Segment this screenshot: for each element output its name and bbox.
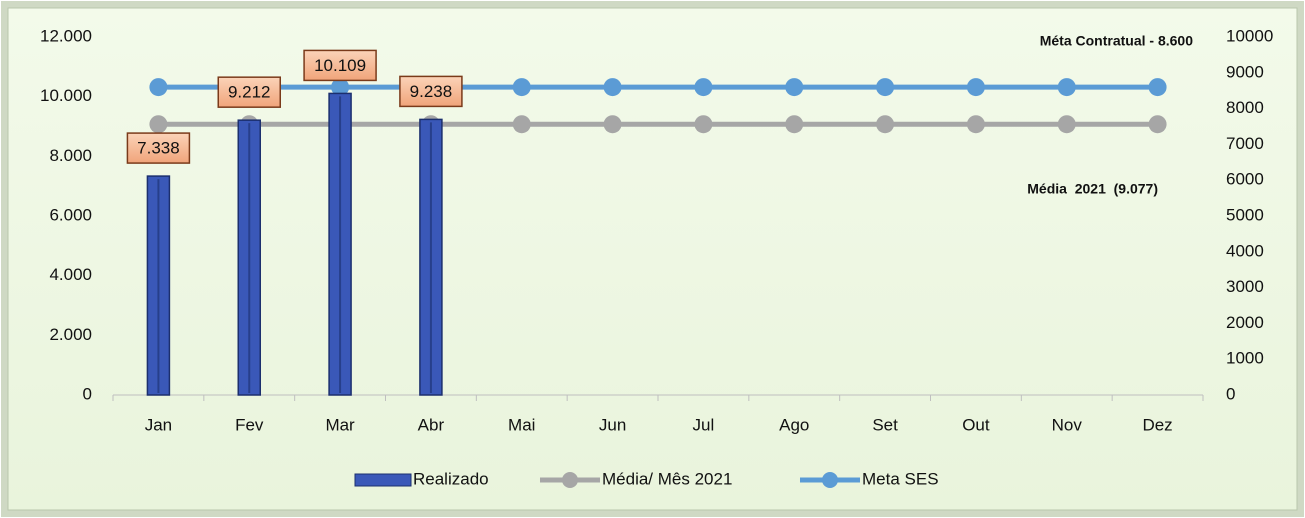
y-tick-label: 2.000: [49, 325, 92, 344]
y-tick-label: 0: [83, 384, 92, 403]
x-tick-label: Abr: [418, 415, 445, 434]
x-tick-label: Jan: [145, 415, 172, 434]
y2-tick-label: 6000: [1226, 170, 1264, 189]
x-tick-label: Out: [962, 415, 990, 434]
x-tick-label: Set: [872, 415, 898, 434]
y-tick-label: 8.000: [49, 146, 92, 165]
line-point: [876, 78, 895, 97]
line-point: [1148, 115, 1167, 134]
line-point: [785, 115, 804, 134]
line-point: [1057, 115, 1076, 134]
y2-tick-label: 1000: [1226, 349, 1264, 368]
y2-tick-label: 10000: [1226, 26, 1273, 45]
y-tick-label: 12.000: [40, 26, 92, 45]
chart-area: [7, 7, 1298, 511]
x-tick-label: Jun: [599, 415, 626, 434]
value-label: 7.338: [137, 139, 180, 158]
value-label: 10.109: [314, 56, 366, 75]
line-point: [785, 78, 804, 97]
legend-label: Meta SES: [862, 469, 939, 488]
value-label-box: [217, 76, 281, 108]
y2-tick-label: 8000: [1226, 98, 1264, 117]
line-point: [1057, 78, 1076, 97]
y2-tick-label: 3000: [1226, 277, 1264, 296]
x-tick-label: Mai: [508, 415, 535, 434]
legend-swatch-point: [562, 472, 578, 488]
line-point: [1148, 78, 1167, 97]
line-point: [512, 115, 531, 134]
line-point: [149, 78, 168, 97]
legend-swatch: [354, 473, 412, 487]
x-tick-label: Nov: [1052, 415, 1083, 434]
value-label-box: [126, 132, 191, 164]
y2-tick-label: 5000: [1226, 205, 1264, 224]
y-tick-label: 4.000: [49, 265, 92, 284]
annotation: Média 2021 (9.077): [1027, 181, 1158, 197]
y2-tick-label: 4000: [1226, 241, 1264, 260]
line-point: [876, 115, 895, 134]
legend-swatch-point: [822, 472, 838, 488]
line-point: [603, 78, 622, 97]
line-point: [966, 115, 985, 134]
legend-label: Realizado: [413, 469, 489, 488]
annotation: Méta Contratual - 8.600: [1040, 33, 1193, 49]
x-tick-label: Jul: [693, 415, 715, 434]
value-label-box: [303, 49, 377, 82]
value-label: 9.212: [228, 83, 271, 102]
x-tick-label: Dez: [1142, 415, 1172, 434]
x-tick-label: Fev: [235, 415, 264, 434]
y2-tick-label: 9000: [1226, 62, 1264, 81]
value-label-box: [399, 75, 463, 108]
y2-tick-label: 2000: [1226, 313, 1264, 332]
line-point: [512, 78, 531, 97]
line-point: [694, 115, 713, 134]
line-point: [603, 115, 622, 134]
y2-tick-label: 0: [1226, 384, 1235, 403]
x-tick-label: Mar: [325, 415, 355, 434]
y2-tick-label: 7000: [1226, 134, 1264, 153]
x-tick-label: Ago: [779, 415, 809, 434]
value-label: 9.238: [410, 82, 453, 101]
y-tick-label: 10.000: [40, 86, 92, 105]
legend-label: Média/ Mês 2021: [602, 469, 732, 488]
line-point: [694, 78, 713, 97]
line-point: [966, 78, 985, 97]
y-tick-label: 6.000: [49, 205, 92, 224]
line-point: [149, 115, 168, 134]
line-point: [331, 78, 350, 97]
